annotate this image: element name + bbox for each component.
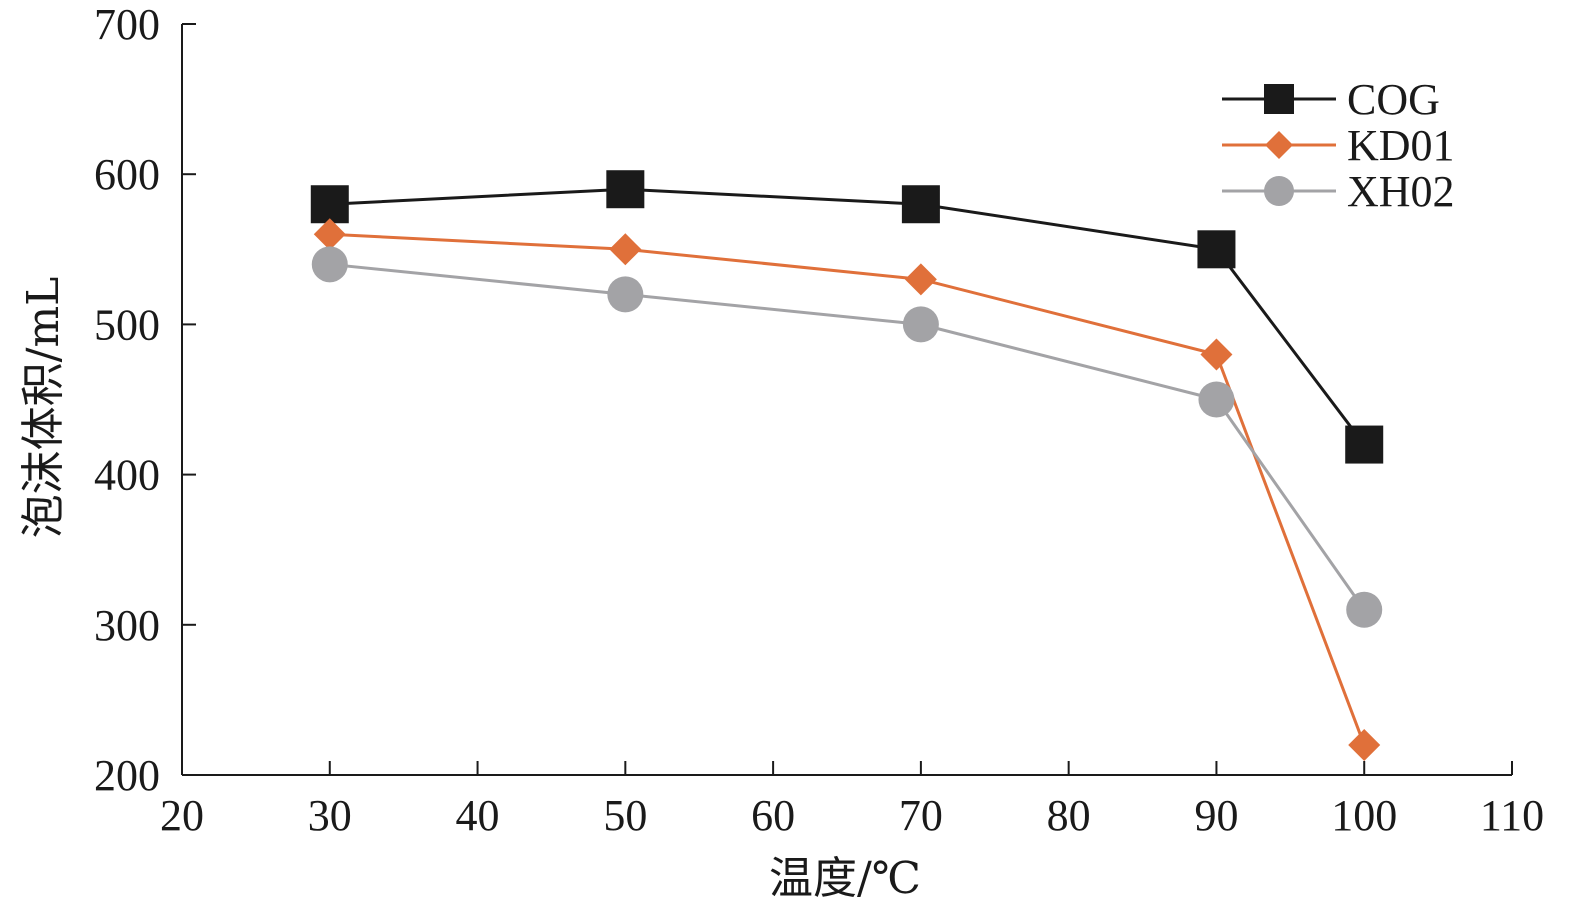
legend-entry-kd01: KD01	[1222, 121, 1455, 170]
data-point-cog	[606, 170, 645, 209]
legend-marker	[1265, 131, 1293, 159]
data-point-kd01	[1200, 338, 1233, 371]
series-cog	[310, 170, 1384, 464]
series-kd01	[313, 218, 1381, 761]
data-point-xh02	[311, 246, 348, 283]
y-tick-label: 600	[94, 150, 160, 199]
x-tick-label: 110	[1480, 791, 1544, 840]
x-tick-label: 20	[160, 791, 204, 840]
data-point-cog	[901, 185, 940, 224]
data-point-xh02	[1346, 591, 1383, 628]
y-tick-label: 400	[94, 451, 160, 500]
data-point-kd01	[313, 218, 346, 251]
series-xh02	[311, 246, 1383, 628]
data-point-xh02	[607, 276, 644, 313]
x-tick-label: 100	[1331, 791, 1397, 840]
x-tick-label: 70	[899, 791, 943, 840]
data-point-xh02	[902, 306, 939, 343]
x-tick-label: 40	[456, 791, 500, 840]
y-tick-label: 500	[94, 300, 160, 349]
legend-label: XH02	[1347, 167, 1455, 216]
data-point-kd01	[609, 233, 642, 266]
x-tick-label: 50	[603, 791, 647, 840]
series-layer	[310, 170, 1384, 761]
series-line-xh02	[329, 262, 1366, 611]
data-point-kd01	[904, 263, 937, 296]
data-point-cog	[1345, 425, 1384, 464]
y-axis-title: 泡沫体积/mL	[18, 277, 69, 539]
x-axis-title: 温度/℃	[769, 853, 921, 904]
data-point-xh02	[1198, 381, 1235, 418]
x-tick-label: 80	[1047, 791, 1091, 840]
x-tick-label: 90	[1194, 791, 1238, 840]
y-tick-label: 700	[94, 0, 160, 49]
x-tick-label: 60	[751, 791, 795, 840]
data-point-cog	[1197, 230, 1236, 269]
legend-entry-cog: COG	[1222, 75, 1440, 124]
data-point-cog	[310, 185, 349, 224]
data-point-kd01	[1348, 728, 1381, 761]
legend-label: COG	[1347, 75, 1440, 124]
series-line-kd01	[329, 232, 1366, 746]
x-tick-label: 30	[308, 791, 352, 840]
legend-label: KD01	[1347, 121, 1455, 170]
y-tick-label: 300	[94, 601, 160, 650]
y-tick-label: 200	[94, 751, 160, 800]
legend-marker	[1264, 176, 1294, 206]
legend-entry-xh02: XH02	[1222, 167, 1455, 216]
legend-marker	[1264, 84, 1294, 114]
axes: 200 300 400 500 600 700 20 30 40 50 60 70 80 90 100 110	[94, 0, 1544, 840]
